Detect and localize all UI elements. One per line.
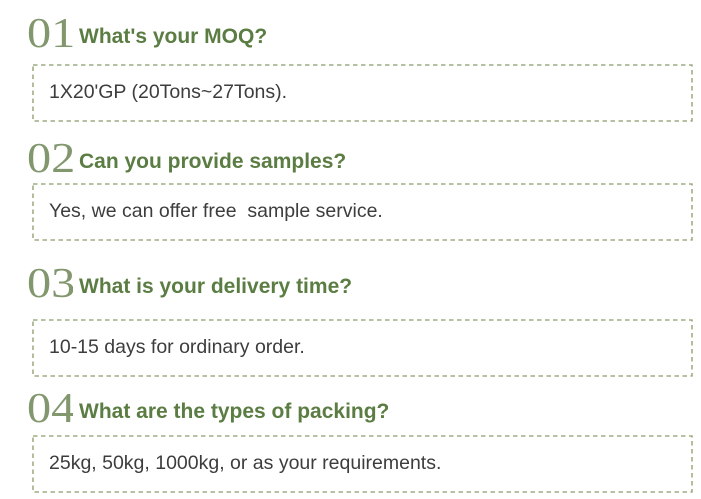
svg-text:01: 01 <box>27 13 73 55</box>
svg-text:02: 02 <box>27 138 73 180</box>
svg-text:03: 03 <box>27 263 73 305</box>
svg-text:04: 04 <box>27 388 73 430</box>
